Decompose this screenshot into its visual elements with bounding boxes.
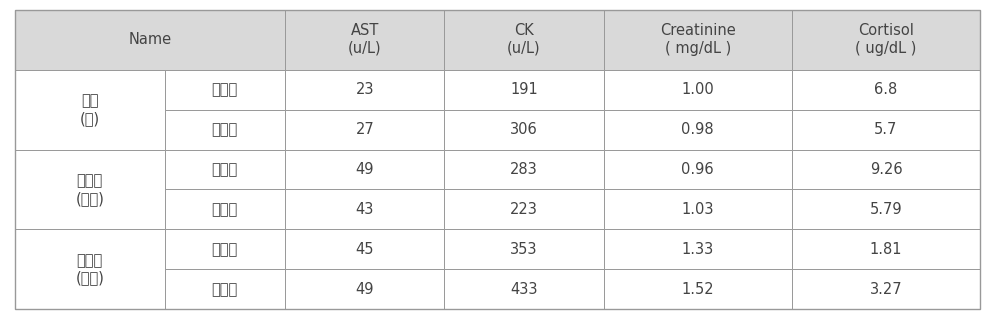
Text: 5.7: 5.7 [874, 122, 897, 137]
Bar [164, 189, 285, 229]
Text: 운동후: 운동후 [212, 122, 238, 137]
Text: 223: 223 [510, 202, 538, 217]
Text: 9.26: 9.26 [869, 162, 902, 177]
Bar [15, 10, 285, 70]
Text: Creatinine
( mg/dL ): Creatinine ( mg/dL ) [659, 23, 735, 56]
Bar [15, 150, 164, 229]
Bar [164, 109, 285, 150]
Text: 5.79: 5.79 [869, 202, 902, 217]
Bar [285, 150, 444, 189]
Text: 1.03: 1.03 [681, 202, 714, 217]
Text: 1.00: 1.00 [681, 82, 714, 97]
Bar [791, 10, 979, 70]
Bar [164, 150, 285, 189]
Text: 49: 49 [355, 162, 374, 177]
Bar [791, 229, 979, 270]
Text: 진돻개
(미타): 진돻개 (미타) [76, 173, 104, 206]
Bar [603, 109, 791, 150]
Bar [444, 229, 603, 270]
Text: 306: 306 [510, 122, 538, 137]
Bar [285, 229, 444, 270]
Bar [285, 109, 444, 150]
Text: 1.81: 1.81 [869, 242, 902, 257]
Text: 27: 27 [355, 122, 374, 137]
Bar [791, 270, 979, 309]
Text: 운동후: 운동후 [212, 282, 238, 297]
Bar [444, 10, 603, 70]
Text: AST
(u/L): AST (u/L) [348, 23, 382, 56]
Bar [285, 189, 444, 229]
Bar [15, 70, 164, 150]
Text: 43: 43 [355, 202, 374, 217]
Text: 1.52: 1.52 [681, 282, 714, 297]
Text: 1.33: 1.33 [681, 242, 713, 257]
Text: 운동전: 운동전 [212, 242, 238, 257]
Bar [164, 229, 285, 270]
Bar [444, 70, 603, 109]
Bar [603, 229, 791, 270]
Text: 운동전: 운동전 [212, 82, 238, 97]
Bar [603, 270, 791, 309]
Bar [444, 270, 603, 309]
Bar [603, 70, 791, 109]
Text: 운동전: 운동전 [212, 162, 238, 177]
Bar [285, 10, 444, 70]
Text: 283: 283 [510, 162, 538, 177]
Text: Cortisol
( ug/dL ): Cortisol ( ug/dL ) [855, 23, 915, 56]
Bar [285, 270, 444, 309]
Bar [791, 70, 979, 109]
Bar [791, 109, 979, 150]
Bar [603, 10, 791, 70]
Text: 433: 433 [510, 282, 537, 297]
Bar [444, 189, 603, 229]
Text: CK
(u/L): CK (u/L) [507, 23, 541, 56]
Bar [15, 229, 164, 309]
Text: 45: 45 [355, 242, 374, 257]
Text: 49: 49 [355, 282, 374, 297]
Bar [444, 150, 603, 189]
Bar [603, 189, 791, 229]
Bar [164, 70, 285, 109]
Bar [444, 109, 603, 150]
Bar [285, 70, 444, 109]
Bar [603, 150, 791, 189]
Bar [164, 270, 285, 309]
Text: Name: Name [128, 32, 171, 47]
Text: 191: 191 [510, 82, 538, 97]
Text: 23: 23 [355, 82, 374, 97]
Text: 3.27: 3.27 [869, 282, 902, 297]
Text: 6.8: 6.8 [874, 82, 897, 97]
Bar [791, 150, 979, 189]
Text: 운동후: 운동후 [212, 202, 238, 217]
Bar [791, 189, 979, 229]
Text: 353: 353 [510, 242, 537, 257]
Text: 0.96: 0.96 [681, 162, 714, 177]
Text: 진돻개
(미루): 진돻개 (미루) [76, 253, 104, 286]
Text: 장모
(통): 장모 (통) [80, 93, 99, 126]
Text: 0.98: 0.98 [681, 122, 714, 137]
